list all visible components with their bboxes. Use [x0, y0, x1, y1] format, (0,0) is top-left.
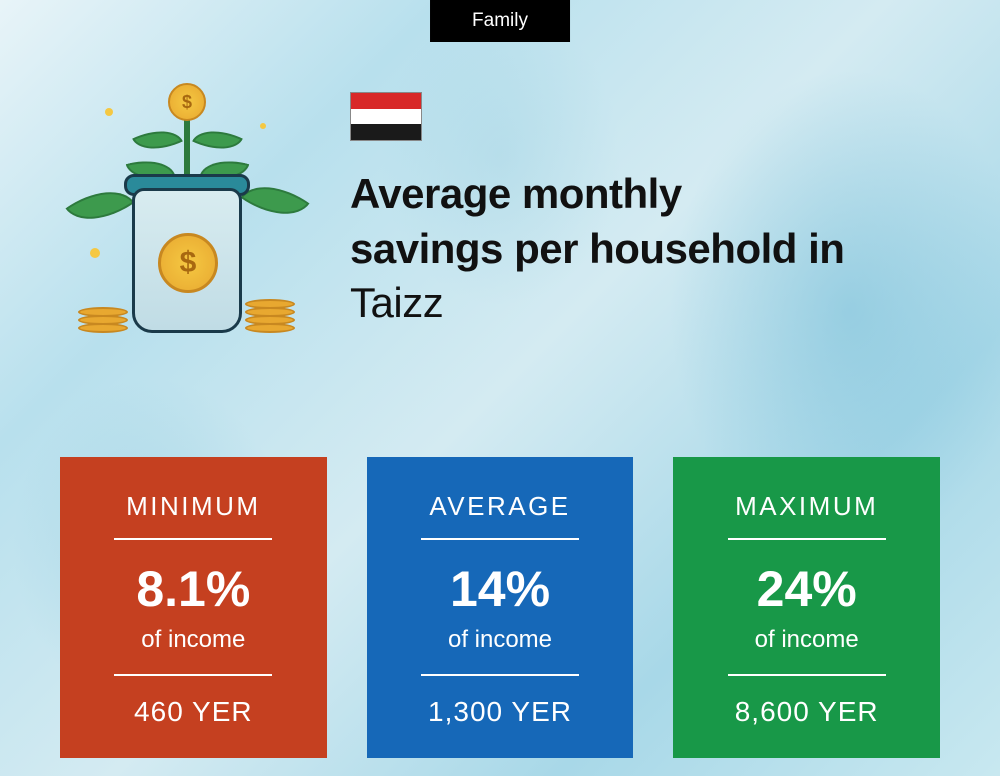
flag-stripe — [351, 124, 421, 140]
dollar-coin-icon: $ — [158, 233, 218, 293]
title-block: Average monthly savings per household in… — [350, 78, 940, 331]
leaf-icon — [240, 169, 309, 232]
title-location: Taizz — [350, 279, 443, 326]
divider — [421, 674, 579, 676]
leaf-icon — [192, 120, 243, 161]
divider — [114, 674, 272, 676]
card-percent: 24% — [701, 560, 912, 618]
stat-card-average: AVERAGE 14% of income 1,300 YER — [367, 457, 634, 758]
card-subtext: of income — [88, 626, 299, 654]
sparkle-icon — [260, 123, 266, 129]
divider — [728, 538, 886, 540]
divider — [114, 538, 272, 540]
card-label: AVERAGE — [395, 491, 606, 522]
sparkle-icon — [105, 108, 113, 116]
title-line: Average monthly — [350, 170, 682, 217]
flag-stripe — [351, 93, 421, 109]
coin-icon — [78, 307, 128, 317]
divider — [728, 674, 886, 676]
coin-icon — [245, 299, 295, 309]
leaf-icon — [132, 120, 183, 161]
page-title: Average monthly savings per household in… — [350, 167, 940, 331]
card-amount: 1,300 YER — [395, 696, 606, 728]
stat-cards-row: MINIMUM 8.1% of income 460 YER AVERAGE 1… — [60, 457, 940, 758]
card-amount: 8,600 YER — [701, 696, 912, 728]
coin-icon: $ — [168, 83, 206, 121]
card-percent: 14% — [395, 560, 606, 618]
card-label: MINIMUM — [88, 491, 299, 522]
card-amount: 460 YER — [88, 696, 299, 728]
flag-stripe — [351, 109, 421, 125]
header-section: $ $ Average monthly savings per househol… — [60, 78, 940, 358]
savings-jar-illustration: $ $ — [60, 78, 310, 358]
card-percent: 8.1% — [88, 560, 299, 618]
title-line: savings per household in — [350, 225, 844, 272]
sparkle-icon — [90, 248, 100, 258]
card-subtext: of income — [701, 626, 912, 654]
divider — [421, 538, 579, 540]
stat-card-minimum: MINIMUM 8.1% of income 460 YER — [60, 457, 327, 758]
country-flag-icon — [350, 92, 422, 141]
category-tag: Family — [430, 0, 570, 42]
stat-card-maximum: MAXIMUM 24% of income 8,600 YER — [673, 457, 940, 758]
card-label: MAXIMUM — [701, 491, 912, 522]
card-subtext: of income — [395, 626, 606, 654]
